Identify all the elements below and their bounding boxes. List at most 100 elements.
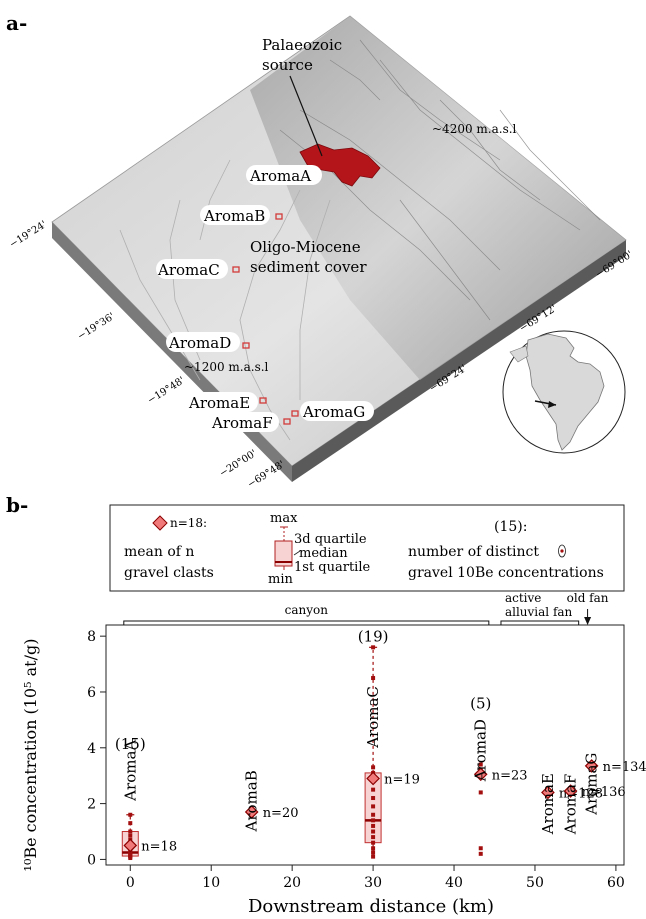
y-tick-label: 2 <box>87 797 96 813</box>
cover-label-1: Oligo-Miocene <box>250 238 361 256</box>
x-tick-label: 50 <box>526 875 544 891</box>
central-america-shape <box>509 345 529 363</box>
site-marker <box>275 213 283 220</box>
data-point <box>371 846 376 851</box>
site-marker <box>232 266 240 273</box>
data-point <box>371 787 376 792</box>
n-label: n=136 <box>582 785 626 800</box>
x-tick-label: 30 <box>364 875 382 891</box>
site-name-label: AromaD <box>472 719 490 782</box>
data-point <box>478 762 483 767</box>
site-label: AromaE <box>188 394 250 412</box>
legend-count-label: (15): <box>494 519 527 535</box>
data-point <box>371 840 376 845</box>
drainage-line <box>239 189 301 441</box>
panel-a: a- Palaeozoic source ~4200 m.a.s.l ~1200… <box>6 11 635 491</box>
source-label-1: Palaeozoic <box>262 36 342 54</box>
site-aroma-e: AromaE <box>186 392 267 412</box>
ridge-line <box>439 99 541 201</box>
site-aroma-c: AromaC <box>156 259 240 279</box>
data-point <box>371 850 376 855</box>
drainage-line <box>199 159 231 241</box>
mountain-relief <box>250 16 626 380</box>
site-label: AromaA <box>249 167 311 185</box>
zone-label: active <box>505 591 541 605</box>
zone-arrowhead <box>584 617 592 625</box>
site-aroma-a: AromaA <box>246 165 322 185</box>
drainage-line <box>119 229 201 381</box>
data-point <box>371 676 376 681</box>
legend-median: median <box>299 546 348 561</box>
site-name-label: AromaC <box>364 686 382 749</box>
n-label: n=18 <box>141 839 177 854</box>
legend-mean-text-1: mean of n <box>124 544 194 560</box>
south-america-shape <box>525 333 605 451</box>
y-tick-label: 4 <box>87 741 96 757</box>
chart-marks: n=18n=20n=19 n=23n=128n=136n=134AromaA(15… <box>115 627 646 861</box>
site-label: AromaG <box>302 403 365 421</box>
ridge-line <box>329 59 381 101</box>
legend-count-text-2: gravel 10Be concentrations <box>408 565 604 581</box>
mean-marker <box>473 767 488 782</box>
site-marker <box>291 410 299 417</box>
data-point <box>128 829 133 834</box>
data-point <box>371 854 376 859</box>
x-tick-label: 60 <box>607 875 625 891</box>
n-label: n=19 <box>384 772 420 787</box>
cover-label-2: sediment cover <box>250 258 367 276</box>
data-point <box>371 823 376 828</box>
mean-marker <box>541 785 555 800</box>
n-label: n=134 <box>603 760 646 775</box>
source-pointer-line <box>289 75 323 157</box>
x-axis-label: Downstream distance (km) <box>248 896 494 917</box>
data-point <box>371 765 376 770</box>
data-point <box>371 804 376 809</box>
data-point <box>371 835 376 840</box>
drainage-channels <box>119 159 331 441</box>
data-point <box>371 645 376 650</box>
count-label: (5) <box>470 695 491 713</box>
y-tick-label: 6 <box>87 685 96 701</box>
site-aroma-d: AromaD <box>166 332 250 352</box>
y-tick-label: 0 <box>87 852 96 868</box>
legend-q1: 1st quartile <box>294 560 370 575</box>
mean-marker <box>584 759 599 773</box>
lat-tick: −20°00' <box>218 448 259 479</box>
y-axis-label: ¹⁰Be concentration (10⁵ at/g) <box>21 639 40 872</box>
source-label-2: source <box>262 56 313 74</box>
mean-marker <box>366 771 380 786</box>
site-aroma-f: AromaF <box>209 412 291 432</box>
x-tick-label: 0 <box>126 875 135 891</box>
site-marker <box>242 342 250 349</box>
legend-mean-marker <box>152 515 168 531</box>
n-label: n=20 <box>263 806 299 821</box>
legend-q3: 3d quartile <box>294 532 367 547</box>
x-axis: 0 10 20 30 40 50 60 <box>126 865 625 891</box>
inset-globe <box>502 330 626 454</box>
lon-tick: −69°48' <box>246 459 287 490</box>
mean-marker <box>563 784 578 798</box>
site-aroma-b: AromaB <box>200 205 283 225</box>
count-label: (15) <box>115 735 146 753</box>
x-tick-label: 20 <box>283 875 301 891</box>
x-tick-label: 40 <box>445 875 463 891</box>
legend-mean-text-2: gravel clasts <box>124 565 214 581</box>
site-label: AromaB <box>203 207 265 225</box>
data-point <box>371 812 376 817</box>
zone-label: old fan <box>567 591 609 605</box>
data-point <box>371 829 376 834</box>
ridge-line <box>359 39 501 161</box>
zone-bracket <box>500 620 580 625</box>
lat-tick: −19°48' <box>146 375 187 406</box>
site-label: AromaC <box>157 261 220 279</box>
data-point <box>478 790 483 795</box>
legend-min: min <box>268 572 293 587</box>
site-name-label: AromaE <box>539 773 557 835</box>
mean-marker <box>244 805 259 819</box>
palaeozoic-source-area <box>299 143 381 187</box>
data-point <box>478 851 483 856</box>
n-label: n=23 <box>492 768 528 783</box>
y-tick-label: 8 <box>87 629 96 645</box>
